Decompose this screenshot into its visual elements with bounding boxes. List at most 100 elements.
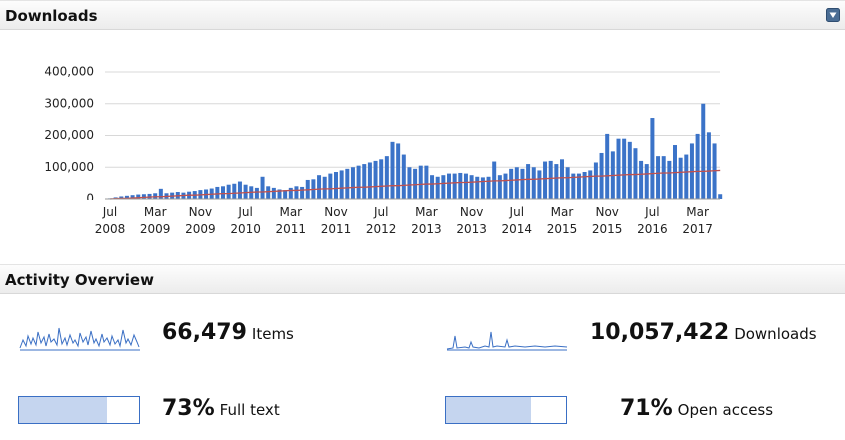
bar xyxy=(486,176,491,199)
bar xyxy=(418,165,423,199)
x-tick-label: Mar 2017 xyxy=(682,205,713,236)
x-tick-label: Nov 2009 xyxy=(185,205,216,236)
bar xyxy=(469,175,474,199)
bar xyxy=(413,168,418,199)
bar xyxy=(661,156,666,199)
progress-fill xyxy=(446,397,532,423)
x-tick-label: Jul 2008 xyxy=(94,205,126,236)
bar xyxy=(718,194,723,199)
stat-label: Full text xyxy=(219,401,280,419)
bar xyxy=(328,173,333,199)
x-tick-label: Mar 2011 xyxy=(275,205,307,236)
stat-value: 66,479 xyxy=(162,320,247,345)
bar xyxy=(706,132,711,199)
y-tick-label: 400,000 xyxy=(44,65,94,79)
collapse-button[interactable] xyxy=(826,8,840,22)
items-sparkline xyxy=(19,327,140,351)
bar xyxy=(622,138,627,199)
x-tick-label: Jul 2010 xyxy=(230,205,261,236)
stat-label: Downloads xyxy=(734,325,817,343)
bar xyxy=(701,103,706,199)
bar xyxy=(254,187,259,199)
bar xyxy=(379,159,384,199)
bar xyxy=(447,173,451,199)
bar xyxy=(543,161,548,199)
bar xyxy=(390,141,395,199)
stat-items: 66,479 Items xyxy=(162,320,294,345)
bar xyxy=(243,184,248,199)
chart: 0 100,000 200,000 300,000 400,000 xyxy=(44,65,723,201)
bar xyxy=(435,176,440,199)
bar xyxy=(560,159,564,199)
bar xyxy=(593,162,598,199)
bar xyxy=(548,160,553,199)
bar xyxy=(537,170,542,199)
y-tick-label: 0 xyxy=(86,192,94,201)
panel-header: Downloads xyxy=(0,0,845,30)
bar xyxy=(531,167,536,199)
bar xyxy=(480,177,485,199)
bar xyxy=(300,186,305,199)
y-tick-label: 200,000 xyxy=(44,128,94,142)
bar xyxy=(141,194,146,199)
x-tick-label: Jul 2012 xyxy=(365,205,397,236)
bar xyxy=(582,172,587,199)
bar xyxy=(226,184,231,199)
bar xyxy=(514,167,519,199)
stat-value: 71% xyxy=(620,396,673,421)
bar xyxy=(554,164,559,199)
bar xyxy=(576,173,581,199)
stat-downloads: 10,057,422 Downloads xyxy=(590,320,817,345)
x-tick-label: Nov 2011 xyxy=(320,205,352,236)
bar xyxy=(288,187,293,199)
bar xyxy=(215,186,220,199)
bar xyxy=(322,176,327,199)
bar xyxy=(605,133,610,199)
bar xyxy=(656,156,661,199)
bar xyxy=(317,175,322,199)
bar xyxy=(430,175,435,199)
bar xyxy=(639,160,644,199)
bar xyxy=(260,176,265,199)
bar xyxy=(452,173,457,199)
bar xyxy=(571,173,576,199)
bar xyxy=(667,160,672,199)
bar xyxy=(424,165,429,199)
bar xyxy=(237,181,242,199)
bar xyxy=(463,173,468,199)
bar xyxy=(644,164,649,199)
trend-line xyxy=(109,169,721,200)
bar xyxy=(277,189,282,199)
bar xyxy=(367,162,372,199)
stat-fulltext: 73% Full text xyxy=(162,396,280,421)
bar xyxy=(650,118,655,199)
stat-label: Items xyxy=(251,325,294,343)
bar xyxy=(384,156,389,199)
bar xyxy=(339,170,344,199)
bar xyxy=(356,165,361,199)
bar xyxy=(350,167,355,199)
bar xyxy=(616,138,621,199)
bar xyxy=(633,148,638,199)
section-title: Activity Overview xyxy=(5,271,154,289)
bar xyxy=(271,187,276,199)
bar xyxy=(565,167,570,199)
bar xyxy=(362,164,367,199)
progress-bar xyxy=(18,396,140,424)
bar xyxy=(503,173,508,199)
bar xyxy=(401,154,406,199)
bar xyxy=(407,167,412,199)
bar xyxy=(441,175,446,199)
x-tick-label: Mar 2013 xyxy=(411,205,442,236)
stat-value: 10,057,422 xyxy=(590,320,730,345)
downloads-sparkline xyxy=(446,331,568,351)
bar xyxy=(232,183,237,199)
x-tick-label: Mar 2015 xyxy=(546,205,578,236)
bar xyxy=(283,190,288,199)
bar xyxy=(627,141,632,199)
bar xyxy=(345,168,350,199)
bar xyxy=(526,164,531,199)
x-tick-label: Jul 2014 xyxy=(501,205,533,236)
x-tick-label: Jul 2016 xyxy=(637,205,668,236)
stat-label: Open access xyxy=(677,401,774,419)
